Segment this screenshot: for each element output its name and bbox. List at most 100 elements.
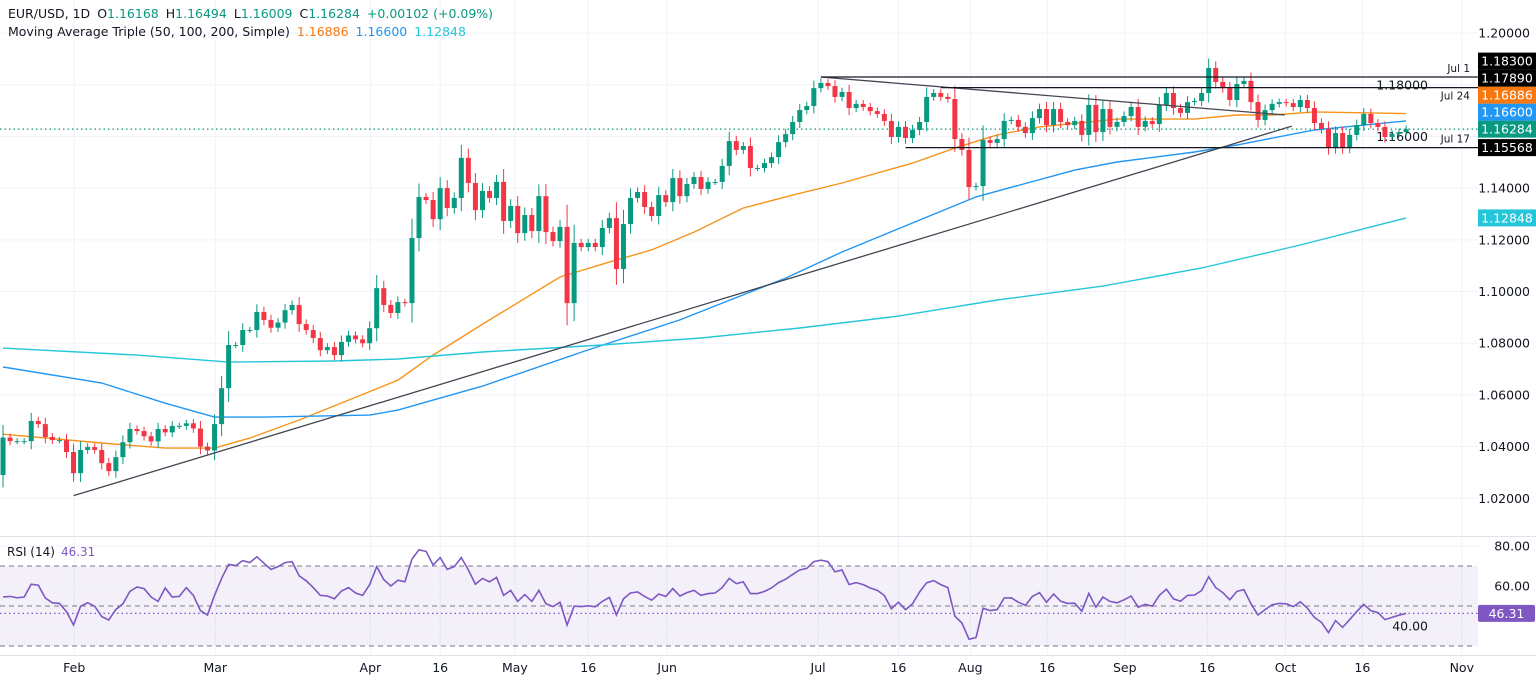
candle-down bbox=[1015, 115, 1021, 132]
horizontal-level-label: Jul 1 bbox=[1446, 63, 1470, 75]
candle-down bbox=[71, 443, 77, 482]
candle-up bbox=[458, 144, 464, 212]
candle-body bbox=[127, 429, 133, 443]
candle-body bbox=[1396, 132, 1402, 134]
candle-up bbox=[113, 450, 119, 478]
candle-down bbox=[846, 84, 852, 116]
ma200-value: 1.12848 bbox=[414, 24, 466, 39]
candle-down bbox=[487, 186, 493, 203]
candle-up bbox=[78, 441, 84, 483]
candle-body bbox=[212, 424, 218, 451]
candle-body bbox=[56, 440, 62, 442]
ma-legend[interactable]: Moving Average Triple (50, 100, 200, Sim… bbox=[8, 24, 473, 39]
candle-body bbox=[451, 197, 457, 209]
candle-body bbox=[42, 424, 48, 438]
candle-body bbox=[338, 341, 344, 356]
candle-up bbox=[656, 186, 662, 225]
candle-down bbox=[381, 280, 387, 313]
candle-up bbox=[1241, 77, 1247, 88]
candle-body bbox=[331, 347, 337, 356]
candle-body bbox=[670, 178, 676, 203]
candle-up bbox=[508, 199, 514, 228]
x-axis-tick-label: Feb bbox=[63, 660, 85, 675]
candle-body bbox=[134, 429, 140, 432]
candle-body bbox=[740, 146, 746, 150]
candle-down bbox=[677, 170, 683, 204]
candle-body bbox=[1403, 129, 1409, 133]
ohlc-close: C1.16284 bbox=[300, 6, 360, 21]
ma50-line bbox=[2, 111, 1407, 449]
candle-body bbox=[818, 82, 824, 89]
candle-up bbox=[705, 177, 711, 194]
candle-down bbox=[1340, 126, 1346, 154]
candle-down bbox=[106, 458, 112, 477]
candle-body bbox=[508, 205, 514, 221]
candle-body bbox=[409, 238, 415, 304]
candle-body bbox=[846, 92, 852, 109]
candle-body bbox=[649, 207, 655, 217]
candle-up bbox=[1354, 119, 1360, 141]
candle-up bbox=[783, 129, 789, 148]
candle-up bbox=[797, 104, 803, 129]
candle-body bbox=[1227, 88, 1233, 101]
candle-body bbox=[71, 452, 77, 474]
candle-down bbox=[860, 100, 866, 111]
x-axis-tick-label: 16 bbox=[1354, 660, 1370, 675]
candle-body bbox=[924, 96, 930, 122]
candle-down bbox=[99, 443, 105, 470]
candle-body bbox=[14, 441, 20, 443]
candle-up bbox=[1114, 117, 1120, 132]
candle-body bbox=[959, 139, 965, 150]
candle-body bbox=[141, 431, 147, 437]
candle-down bbox=[310, 324, 316, 344]
candle-body bbox=[472, 182, 478, 211]
candle-up bbox=[776, 135, 782, 164]
candle-down bbox=[959, 133, 965, 156]
candle-body bbox=[1368, 113, 1374, 124]
candle-down bbox=[1022, 122, 1028, 138]
candle-down bbox=[1058, 102, 1064, 129]
candle-up bbox=[395, 296, 401, 319]
candle-up bbox=[818, 78, 824, 93]
ohlc-high-value: 1.16494 bbox=[175, 6, 227, 21]
candle-up bbox=[811, 80, 817, 114]
candle-body bbox=[169, 425, 175, 433]
candle-up bbox=[275, 318, 281, 333]
candle-down bbox=[472, 173, 478, 220]
candle-body bbox=[1149, 120, 1155, 125]
candle-body bbox=[522, 215, 528, 234]
candle-down bbox=[296, 297, 302, 332]
candle-body bbox=[733, 141, 739, 150]
rsi-legend[interactable]: RSI (14) 46.31 bbox=[7, 545, 101, 559]
candle-body bbox=[585, 242, 591, 248]
candle-body bbox=[240, 330, 246, 346]
candle-up bbox=[853, 99, 859, 113]
candle-down bbox=[578, 238, 584, 252]
candle-body bbox=[980, 140, 986, 187]
candle-down bbox=[1248, 72, 1254, 111]
candle-up bbox=[1192, 97, 1198, 106]
candle-down bbox=[148, 431, 154, 446]
rsi-axis-tick-label: 80.00 bbox=[1494, 539, 1530, 554]
candle-body bbox=[952, 98, 958, 140]
gridlines bbox=[0, 0, 1478, 655]
candle-down bbox=[663, 190, 669, 207]
candle-up bbox=[740, 141, 746, 154]
candle-down bbox=[261, 306, 267, 326]
candle-up bbox=[895, 121, 901, 143]
x-axis-tick-label: 16 bbox=[890, 660, 906, 675]
candle-body bbox=[938, 93, 944, 97]
candle-body bbox=[804, 105, 810, 111]
candle-up bbox=[1234, 76, 1240, 108]
price-badge bbox=[1478, 120, 1536, 138]
candle-body bbox=[254, 311, 260, 331]
ohlc-close-value: 1.16284 bbox=[308, 6, 360, 21]
candle-down bbox=[515, 196, 521, 243]
candle-body bbox=[620, 224, 626, 270]
candle-up bbox=[494, 174, 500, 206]
candle-body bbox=[613, 218, 619, 270]
price-badge bbox=[1478, 103, 1536, 121]
candle-up bbox=[226, 331, 232, 403]
candle-body bbox=[712, 181, 718, 183]
